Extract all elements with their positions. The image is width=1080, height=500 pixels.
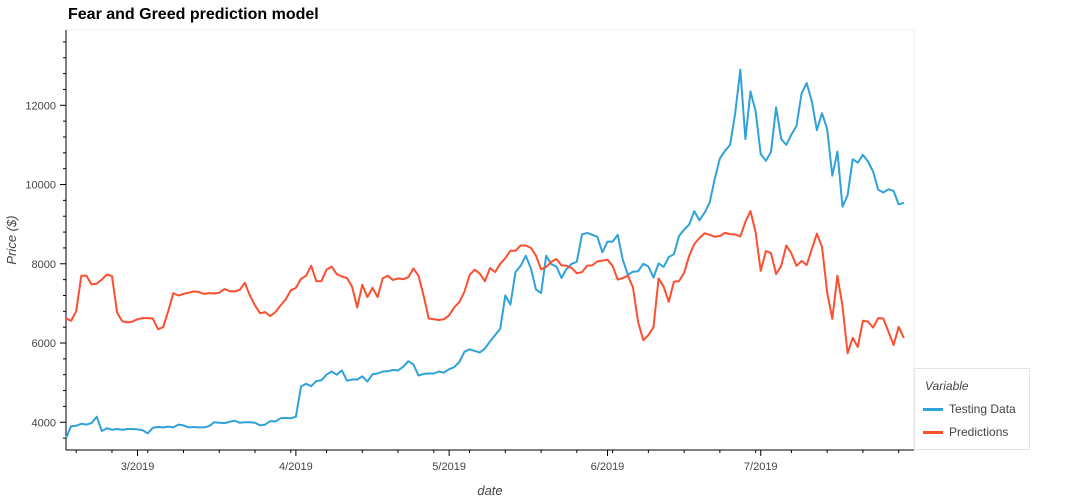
legend-swatch-testing-data [923, 407, 943, 411]
y-tick-label: 10000 [25, 180, 56, 192]
y-axis: 4000 6000 8000 10000 12000 [25, 30, 67, 450]
series-layer [65, 68, 905, 439]
y-tick-label: 8000 [32, 259, 56, 271]
series-line-predictions [65, 210, 905, 355]
y-tick-label: 12000 [25, 100, 56, 112]
legend-label-testing-data: Testing Data [949, 402, 1016, 416]
legend-item-testing-data[interactable]: Testing Data [923, 401, 1016, 417]
x-axis-label: date [477, 483, 502, 498]
chart-title: Fear and Greed prediction model [68, 6, 319, 23]
x-tick-label: 3/2019 [121, 461, 155, 473]
plot-border [65, 29, 915, 451]
series-line-testing-data [65, 68, 905, 439]
y-tick-label: 6000 [32, 338, 56, 350]
x-tick-label: 4/2019 [279, 461, 313, 473]
y-tick-label: 4000 [32, 417, 56, 429]
x-tick-label: 7/2019 [744, 461, 778, 473]
legend-title: Variable [925, 379, 969, 393]
legend-label-predictions: Predictions [949, 425, 1009, 439]
x-tick-label: 5/2019 [432, 461, 466, 473]
legend: Variable Testing Data Predictions [914, 368, 1030, 450]
y-axis-label: Price ($) [4, 215, 19, 264]
legend-swatch-predictions [923, 430, 943, 434]
x-tick-label: 6/2019 [591, 461, 625, 473]
plot-area [65, 29, 915, 451]
legend-item-predictions[interactable]: Predictions [923, 424, 1008, 440]
x-axis: 3/2019 4/2019 5/2019 6/2019 7/2019 [66, 449, 914, 473]
